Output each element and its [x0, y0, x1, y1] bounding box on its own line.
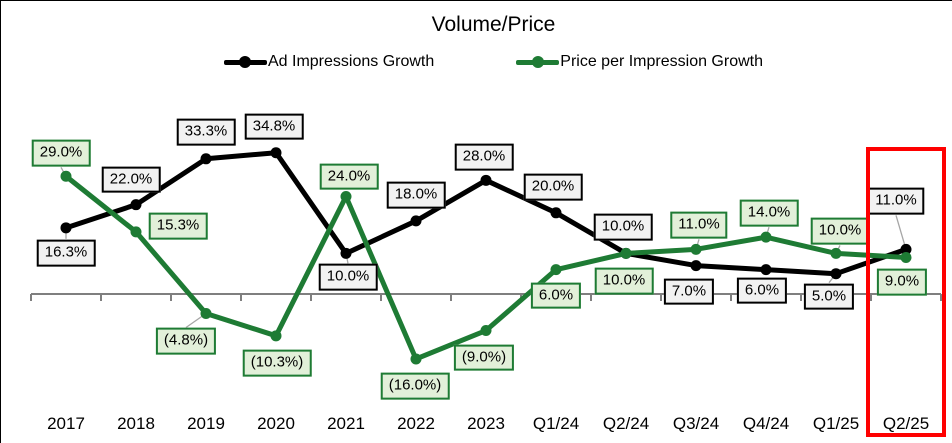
black-line-marker-icon — [223, 56, 267, 68]
x-axis-label: 2020 — [257, 414, 295, 433]
data-label: 10.0% — [810, 218, 870, 245]
data-label: 18.0% — [386, 181, 446, 209]
black-dot-icon — [239, 56, 252, 68]
x-axis-label: 2018 — [117, 414, 155, 433]
data-label: 6.0% — [530, 282, 582, 309]
chart-title: Volume/Price — [431, 13, 556, 36]
green-dot-icon — [531, 56, 544, 68]
data-label: 22.0% — [101, 166, 161, 194]
x-axis-label: 2022 — [397, 414, 435, 433]
data-label: 11.0% — [867, 187, 925, 215]
data-label: 29.0% — [31, 139, 91, 167]
data-label: 16.3% — [36, 239, 96, 267]
green-line-marker-icon — [516, 56, 560, 68]
legend-label-ad-impressions-growth: Ad Impressions Growth — [267, 53, 435, 70]
data-label: 10.0% — [318, 264, 378, 291]
data-label: 14.0% — [739, 199, 799, 227]
data-label: 9.0% — [876, 269, 928, 296]
x-axis-label: 2017 — [47, 414, 85, 433]
data-label: 5.0% — [803, 283, 855, 311]
legend-label-price-per-impression-growth: Price per Impression Growth — [560, 53, 763, 70]
x-axis-label: Q1/25 — [812, 414, 860, 433]
data-label: (4.8%) — [155, 328, 217, 355]
data-label: 7.0% — [663, 278, 715, 305]
data-label: 34.8% — [244, 113, 304, 141]
x-axis-label: Q2/25 — [882, 414, 930, 433]
data-label: (10.3%) — [242, 349, 312, 377]
data-label: 20.0% — [523, 173, 583, 201]
data-label: 11.0% — [670, 211, 728, 239]
x-axis-label: 2019 — [187, 414, 225, 433]
data-label: 33.3% — [176, 118, 236, 146]
data-label: 15.3% — [148, 212, 208, 240]
data-label: 6.0% — [736, 277, 788, 304]
legend-item-ad-impressions-growth[interactable]: Ad Impressions Growth — [223, 53, 435, 71]
data-label: 24.0% — [319, 163, 379, 190]
legend: Ad Impressions Growth Price per Impressi… — [35, 53, 952, 71]
x-axis-label: 2023 — [467, 414, 505, 433]
x-axis-label: Q2/24 — [602, 414, 650, 433]
data-label: 10.0% — [594, 268, 654, 295]
data-label: (16.0%) — [380, 372, 450, 400]
x-axis-label: Q1/24 — [532, 414, 580, 433]
x-axis-label: 2021 — [327, 414, 365, 433]
x-axis-label: Q3/24 — [672, 414, 720, 433]
data-label: 10.0% — [593, 214, 653, 241]
legend-item-price-per-impression-growth[interactable]: Price per Impression Growth — [516, 53, 763, 71]
data-label: 28.0% — [454, 143, 514, 171]
x-axis-label: Q4/24 — [742, 414, 790, 433]
data-label: (9.0%) — [453, 344, 515, 371]
